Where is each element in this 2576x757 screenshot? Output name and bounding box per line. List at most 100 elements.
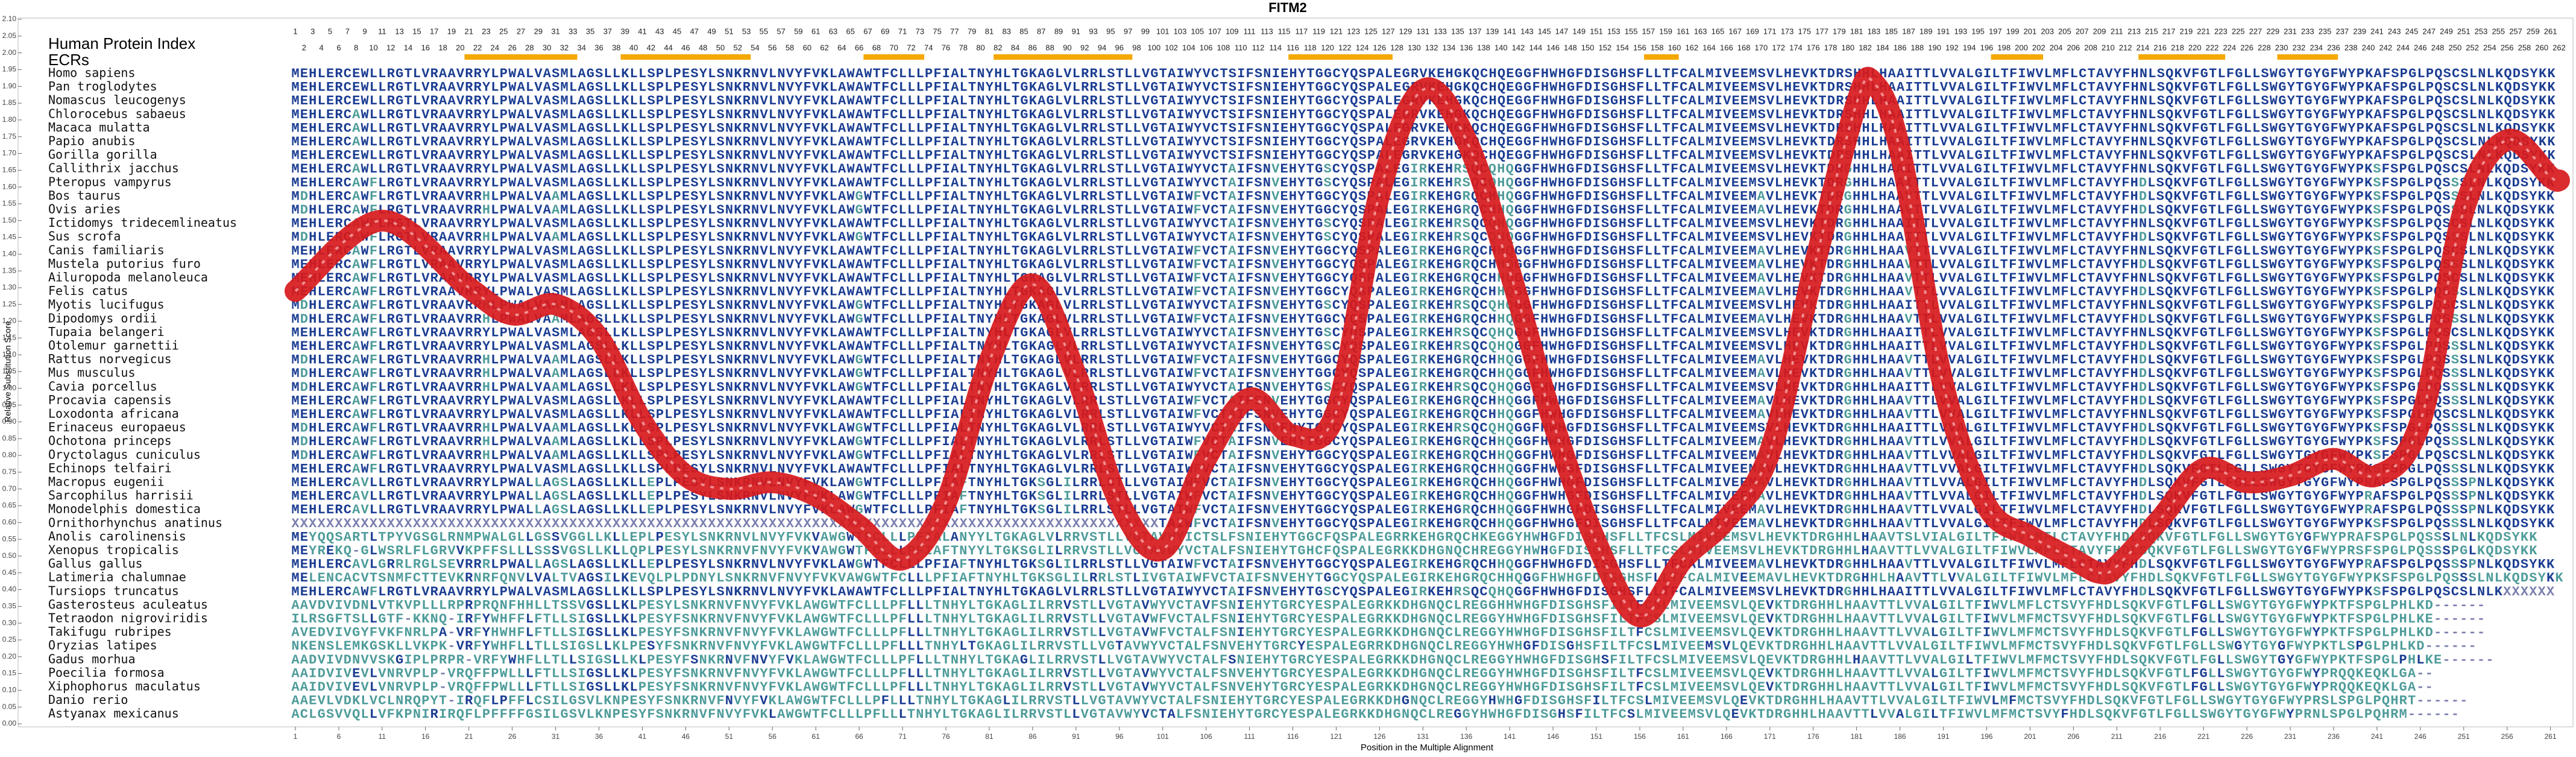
index-number: 256: [2501, 43, 2514, 52]
index-number: 193: [1954, 27, 1967, 36]
species-name: Latimeria chalumnae: [48, 570, 186, 584]
index-number: 134: [1443, 43, 1456, 52]
index-number: 25: [499, 27, 508, 36]
index-number: 94: [1098, 43, 1106, 52]
index-number: 262: [2552, 43, 2566, 52]
index-number: 145: [1538, 27, 1551, 36]
y-tick-label: 0.75: [2, 467, 17, 476]
index-number: 243: [2388, 27, 2401, 36]
index-number: 91: [1072, 27, 1080, 36]
index-number: 125: [1364, 27, 1378, 36]
y-tick-label: 1.25: [2, 300, 17, 308]
index-number: 37: [603, 27, 612, 36]
y-tick-label: 1.15: [2, 334, 17, 342]
index-number: 228: [2258, 43, 2271, 52]
x-tick-label: 111: [1244, 732, 1255, 741]
sequence: MDHLERCAWFLRGTLVRAAVRRHLPWALVAAMLAGSLLKL…: [291, 189, 2555, 204]
y-tick-label: 0.60: [2, 518, 17, 526]
index-number: 38: [612, 43, 620, 52]
x-tick-label: 176: [1807, 732, 1819, 741]
ecr-bar: [464, 54, 578, 60]
index-number: 119: [1312, 27, 1325, 36]
index-number: 29: [534, 27, 543, 36]
index-number: 55: [760, 27, 768, 36]
index-number: 141: [1503, 27, 1516, 36]
x-tick-label: 261: [2545, 732, 2557, 741]
index-number: 32: [560, 43, 568, 52]
species-name: Echinops telfairi: [48, 461, 172, 475]
index-number: 217: [2162, 27, 2176, 36]
y-tick-label: 1.65: [2, 165, 17, 174]
index-number: 72: [907, 43, 915, 52]
index-number: 203: [2041, 27, 2054, 36]
species-name: Ovis aries: [48, 202, 121, 217]
index-number: 186: [1894, 43, 1907, 52]
x-tick-label: 131: [1417, 732, 1429, 741]
y-tick-label: 1.95: [2, 65, 17, 74]
index-number: 85: [1019, 27, 1028, 36]
index-number: 34: [578, 43, 586, 52]
index-number: 149: [1572, 27, 1586, 36]
sequence: AAIDVIVEVLVNRVPLP-VRQFFPWLLLFTLLSIGSLLKL…: [291, 666, 2434, 681]
index-number: 174: [1789, 43, 1803, 52]
x-tick-label: 221: [2197, 732, 2209, 741]
index-number: 184: [1876, 43, 1889, 52]
x-tick-label: 181: [1851, 732, 1863, 741]
index-number: 181: [1850, 27, 1863, 36]
index-number: 161: [1677, 27, 1690, 36]
index-number: 176: [1807, 43, 1820, 52]
species-name: Mustela putorius furo: [48, 256, 201, 271]
y-tick-label: 0.90: [2, 417, 17, 426]
index-number: 86: [1028, 43, 1037, 52]
index-number: 33: [568, 27, 577, 36]
index-number: 42: [647, 43, 655, 52]
species-name: Procavia capensis: [48, 393, 172, 407]
x-tick-label: 206: [2067, 732, 2079, 741]
sequence: MEHLERCAVLLRGTLVRAAVRRYLPWALLAGSLAGSLLKL…: [291, 489, 2555, 504]
sequence: AAIDVIVEVLVNRVPLP-VRQFFPWLLLFTLLSIGSLLKL…: [291, 680, 2434, 695]
sequence: MEHLERCAWLLRGTLVRAAVRRYLPWALVASMLAGSLLKL…: [291, 135, 2556, 150]
x-tick-label: 1: [294, 732, 298, 741]
index-number: 120: [1321, 43, 1334, 52]
index-number: 237: [2335, 27, 2349, 36]
sequence: MEHLERCAWLLRGTLVRAAVRRYLPWALVASMLAGSLLKL…: [291, 162, 2555, 177]
index-number: 220: [2188, 43, 2202, 52]
species-name: Sarcophilus harrisii: [48, 488, 194, 502]
y-tick-label: 0.40: [2, 585, 17, 594]
index-number: 98: [1132, 43, 1141, 52]
index-number: 157: [1642, 27, 1655, 36]
index-number: 133: [1434, 27, 1447, 36]
x-tick-label: 256: [2501, 732, 2513, 741]
index-number: 206: [2067, 43, 2080, 52]
species-name: Xenopus tropicalis: [48, 543, 179, 557]
index-number: 218: [2171, 43, 2184, 52]
index-number: 167: [1728, 27, 1742, 36]
index-number: 254: [2483, 43, 2496, 52]
species-name: Tupaia belangeri: [48, 325, 165, 339]
y-tick-label: 0.95: [2, 401, 17, 409]
index-number: 36: [594, 43, 603, 52]
sequence: MEYREKQ-GLWSRLFLGRVVKPFFSLLLSSSVGSLLKLLQ…: [291, 543, 2537, 559]
index-number: 69: [881, 27, 889, 36]
index-number: 248: [2431, 43, 2445, 52]
index-number: 8: [354, 43, 358, 52]
x-tick-label: 251: [2458, 732, 2470, 741]
index-number: 255: [2492, 27, 2505, 36]
index-number: 211: [2111, 27, 2123, 36]
index-number: 87: [1037, 27, 1045, 36]
x-tick-label: 171: [1764, 732, 1776, 741]
index-number: 45: [673, 27, 681, 36]
y-tick-label: 1.75: [2, 132, 17, 141]
x-tick-label: 41: [638, 732, 647, 741]
species-name: Loxodonta africana: [48, 407, 179, 421]
species-name: Nomascus leucogenys: [48, 93, 186, 107]
index-number: 111: [1244, 27, 1256, 36]
index-number: 81: [985, 27, 994, 36]
species-name: Takifugu rubripes: [48, 624, 172, 639]
index-number: 241: [2370, 27, 2384, 36]
index-number: 75: [933, 27, 941, 36]
index-number: 17: [430, 27, 438, 36]
species-name: Ictidomys tridecemlineatus: [48, 215, 237, 230]
species-name: Ornithorhynchus anatinus: [48, 515, 222, 530]
y-tick-label: 1.10: [2, 350, 17, 358]
